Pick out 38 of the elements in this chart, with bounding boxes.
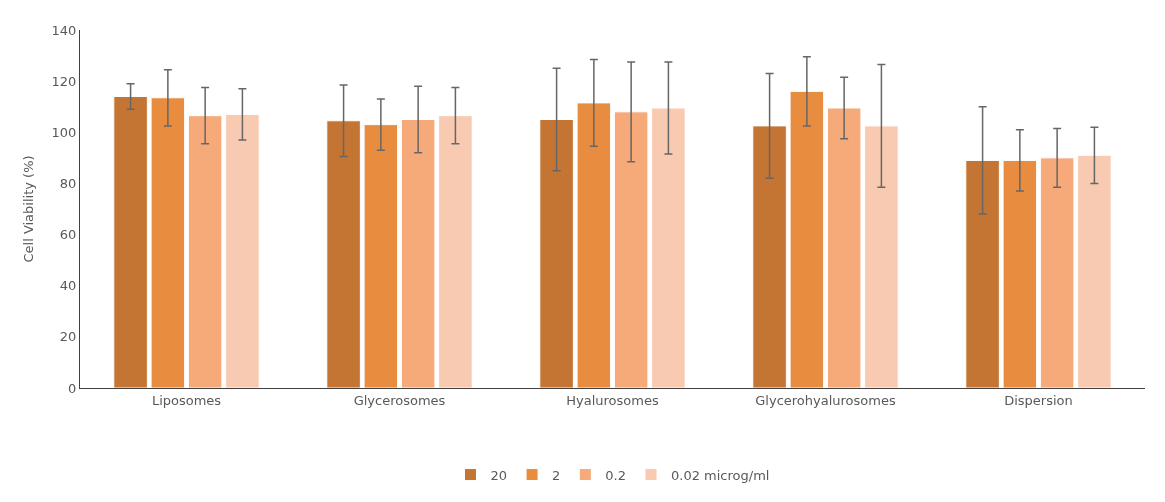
y-tick-label: 20	[59, 329, 77, 345]
y-tick-label: 60	[59, 227, 77, 243]
bar	[539, 119, 574, 388]
x-tick-label: Liposomes	[151, 392, 222, 408]
x-tick-label: Dispersion	[1004, 392, 1073, 408]
bar	[1077, 154, 1112, 388]
bar	[576, 102, 612, 388]
y-axis-title: Cell Viability (%)	[20, 155, 36, 263]
y-tick-label: 80	[59, 175, 77, 191]
y-tick-label: 140	[51, 22, 77, 38]
bar	[187, 115, 223, 388]
bar	[400, 119, 436, 388]
bar	[326, 120, 361, 388]
legend-label: 2	[552, 467, 561, 483]
bar	[826, 107, 862, 388]
bar	[150, 97, 186, 388]
bar	[225, 113, 260, 388]
bar	[651, 107, 686, 388]
bar	[613, 111, 649, 388]
bar	[113, 95, 148, 388]
legend-label: 20	[490, 467, 508, 483]
y-tick-label: 40	[59, 278, 77, 294]
bar	[965, 159, 1000, 388]
bar	[752, 125, 787, 388]
x-tick-label: Hyalurosomes	[566, 392, 659, 408]
x-tick-label: Glycerosomes	[353, 392, 446, 408]
bar	[438, 115, 473, 388]
bar	[864, 125, 899, 388]
legend-label: 0.02 microg/ml	[671, 467, 770, 483]
bar	[363, 124, 399, 388]
y-tick-label: 120	[51, 73, 77, 89]
legend-label: 0.2	[605, 467, 627, 483]
bar	[789, 90, 825, 388]
bar	[1039, 157, 1075, 388]
bar	[1002, 159, 1038, 388]
y-tick-label: 0	[68, 380, 77, 396]
y-tick-label: 100	[51, 124, 77, 140]
x-tick-label: Glycerohyalurosomes	[755, 392, 896, 408]
